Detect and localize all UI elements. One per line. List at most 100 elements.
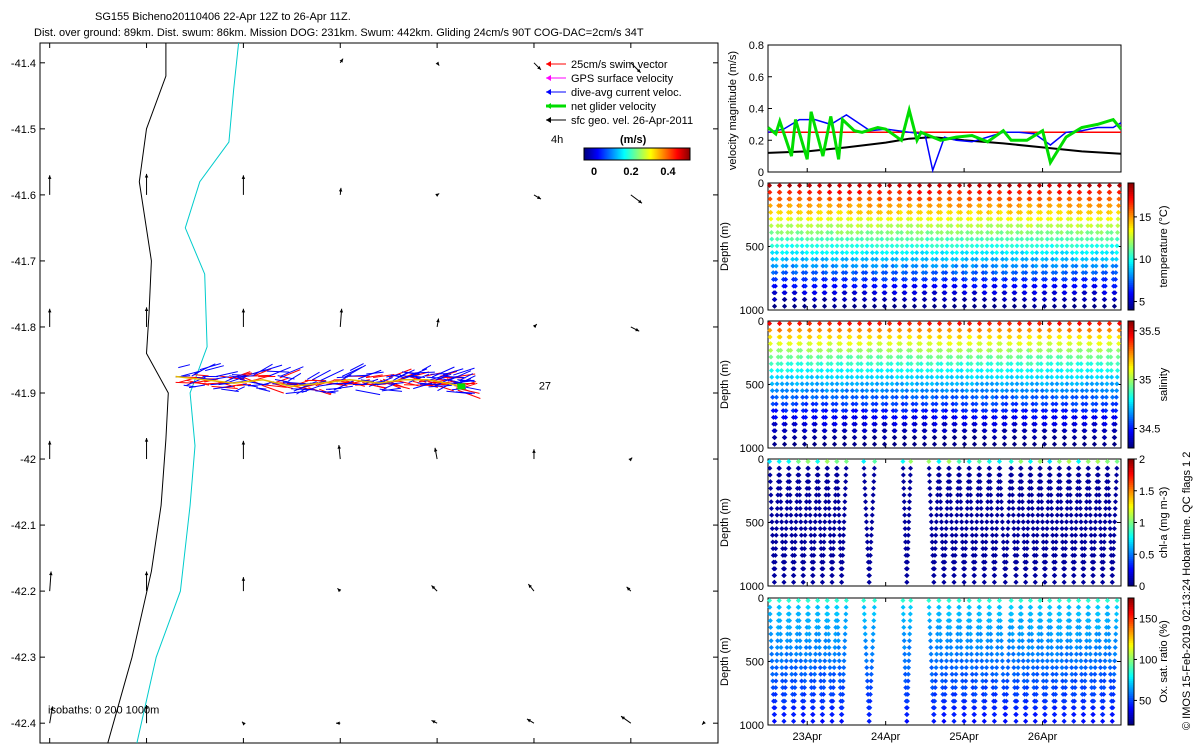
profile-point [963,414,969,420]
profile-point [787,203,793,209]
ytick-label: 500 [746,657,764,669]
profile-point [961,579,967,585]
profile-point [810,401,816,407]
dac-vector [333,380,355,391]
profile-point [775,367,781,373]
profile-point [767,465,773,471]
profile-point [1040,256,1046,262]
profile-point [1070,408,1076,414]
profile-point [972,552,978,558]
profile-point [830,698,836,704]
profile-point [820,572,826,578]
profile-point [794,250,800,256]
profile-point [857,196,863,202]
profile-point [944,236,950,242]
ytick-label: 0 [758,178,764,190]
profile-point [873,276,879,282]
profile-point [988,367,994,373]
colorbar-cell [669,148,671,160]
profile-point [779,250,785,256]
profile-point [983,270,989,276]
profile-point [875,229,881,235]
profile-point [1029,381,1035,387]
profile-point [962,296,968,302]
profile-point [902,512,908,518]
colorbar-cell [584,148,586,160]
profile-point [975,367,981,373]
profile-point [1000,532,1006,538]
profile-point [958,512,964,518]
profile-point [938,229,944,235]
profile-point [858,367,864,373]
colorbar-cell [679,148,681,160]
colorbar-cell [1128,558,1134,562]
profile-point [795,354,801,360]
profile-point [1094,381,1100,387]
profile-point [981,303,987,309]
colorbar-cell [612,148,614,160]
profile-point [973,539,979,545]
profile-point [772,441,778,447]
profile-point [823,263,829,269]
profile-point [803,499,809,505]
profile-point [800,263,806,269]
profile-point [879,374,885,380]
profile-point [875,367,881,373]
profile-point [951,303,957,309]
profile-point [834,598,840,604]
profile-point [905,559,911,565]
profile-point [830,566,836,572]
sfc-vector-head [532,324,537,328]
profile-point [803,651,809,657]
colorbar-tick-label: 0.5 [1139,549,1154,561]
profile-point [1088,223,1094,229]
profile-point [1049,388,1055,394]
dac-vector [301,385,320,393]
profile-point [776,598,782,604]
profile-point [790,401,796,407]
profile-point [964,519,970,525]
profile-point [1097,203,1103,209]
profile-point [982,552,988,558]
profile-point [972,434,978,440]
profile-point [938,216,944,222]
profile-point [1047,479,1053,485]
profile-point [990,401,996,407]
profile-point [923,270,929,276]
profile-point [1094,374,1100,380]
profile-point [784,512,790,518]
profile-point [812,658,818,664]
profile-point [1045,361,1051,367]
profile-point [973,414,979,420]
profile-point [932,546,938,552]
profile-point [992,434,998,440]
colorbar-cell [616,148,618,160]
colorbar-cell [1128,346,1134,350]
colorbar-cell [1128,321,1134,324]
profile-point [816,485,822,491]
profile-point [952,428,958,434]
profile-point [770,270,776,276]
profile-point [805,598,811,604]
profile-point [906,658,912,664]
profile-point [1072,434,1078,440]
profile-point [984,526,990,532]
profile-point [907,624,913,630]
profile-point [967,203,973,209]
profile-point [1053,270,1059,276]
profile-point [966,183,972,189]
profile-point [1106,183,1112,189]
profile-point [806,492,812,498]
profile-point [1079,546,1085,552]
profile-point [934,250,940,256]
profile-point [913,414,919,420]
profile-point [780,256,786,262]
profile-point [1034,532,1040,538]
profile-point [842,421,848,427]
profile-point [1106,321,1112,327]
profile-point [954,388,960,394]
profile-point [882,428,888,434]
profile-point [972,428,978,434]
legend-item: 25cm/s swim vector [571,59,668,71]
profile-point [1045,216,1051,222]
